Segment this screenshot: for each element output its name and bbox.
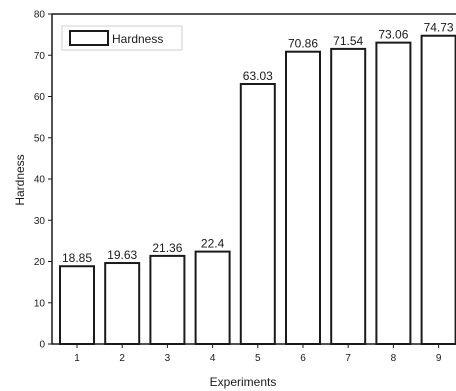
bar [149, 254, 186, 345]
x-tick-label: 2 [119, 353, 125, 364]
bar-value-label: 63.03 [243, 69, 273, 83]
bar [330, 47, 367, 346]
x-tick-label: 1 [74, 353, 80, 364]
x-tick-label: 5 [255, 353, 261, 364]
bar-value-labels: 18.85 19.63 21.36 22.4 63.03 70.86 71.54 73.06 7… [62, 21, 454, 266]
bar [420, 34, 456, 346]
y-tick-label: 40 [34, 175, 46, 186]
bar-value-label: 22.4 [201, 237, 225, 251]
legend-label: Hardness [112, 32, 163, 46]
legend: Hardness [61, 25, 183, 51]
y-tick-label: 0 [39, 340, 45, 351]
x-axis: 1 2 3 4 5 6 7 8 9 [74, 344, 442, 364]
x-tick-label: 4 [210, 353, 216, 364]
x-tick-label: 8 [391, 353, 397, 364]
bar [194, 250, 231, 346]
bar-value-label: 21.36 [152, 241, 182, 255]
bar-value-label: 19.63 [107, 248, 137, 262]
bar-value-label: 74.73 [424, 21, 454, 35]
bar [59, 265, 95, 345]
y-tick-label: 50 [34, 133, 46, 144]
bar [285, 50, 321, 345]
x-tick-label: 7 [345, 353, 351, 364]
x-tick-label: 3 [165, 353, 171, 364]
bars [59, 34, 456, 346]
x-tick-label: 9 [436, 353, 442, 364]
y-tick-label: 30 [34, 216, 46, 227]
legend-swatch [69, 30, 109, 46]
bar [104, 262, 141, 345]
y-tick-label: 20 [34, 257, 46, 268]
bar-value-label: 70.86 [288, 37, 318, 51]
bar [375, 41, 412, 345]
y-tick-label: 60 [34, 92, 46, 103]
y-axis-title: Hardness [13, 154, 27, 205]
bar-value-label: 71.54 [333, 34, 363, 48]
x-tick-label: 6 [300, 353, 306, 364]
y-tick-label: 70 [34, 51, 46, 62]
x-axis-title: Experiments [210, 375, 277, 389]
y-tick-label: 80 [34, 10, 46, 21]
bar-value-label: 18.85 [62, 251, 92, 265]
y-tick-label: 10 [34, 298, 46, 309]
y-axis: 0 10 20 30 40 50 60 70 80 [34, 10, 52, 351]
bar [239, 83, 276, 345]
bar-value-label: 73.06 [378, 28, 408, 42]
